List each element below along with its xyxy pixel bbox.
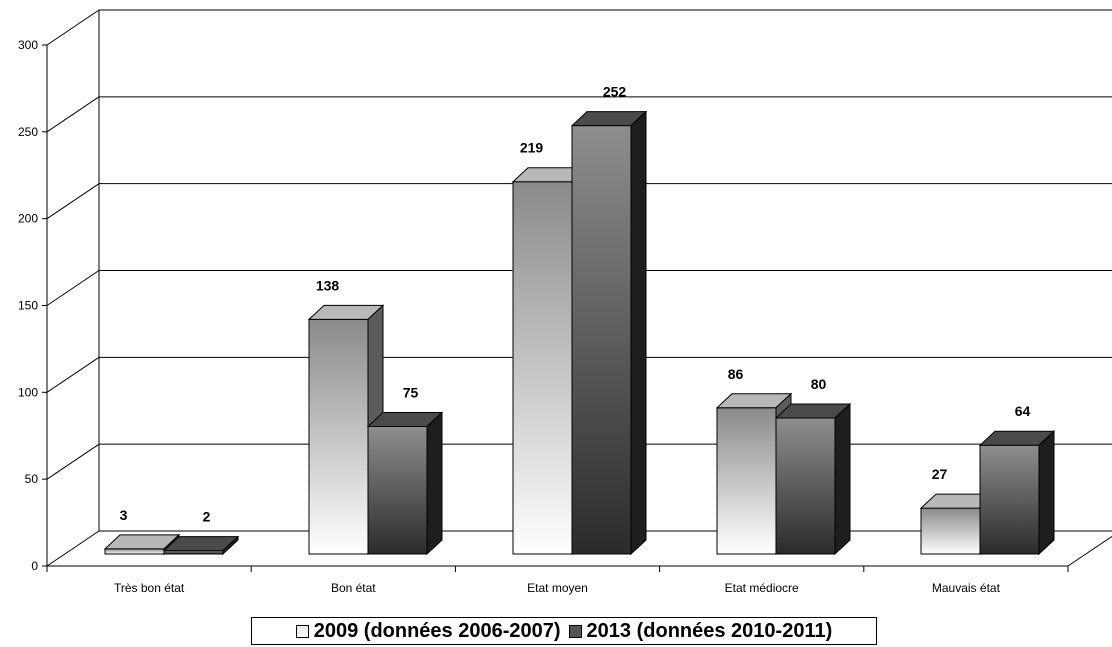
bar-front (308, 318, 369, 555)
data-label: 80 (811, 376, 827, 392)
y-tick-label: 100 (18, 385, 38, 399)
data-labels: 3 2 138 75 219 252 86 80 27 64 (120, 84, 1031, 525)
legend-item-series-1: 2013 (données 2010-2011) (568, 619, 833, 643)
y-tick-label: 50 (25, 472, 39, 486)
bar-front (571, 125, 632, 555)
legend-swatch-series-1 (568, 624, 582, 638)
y-tick-label: 250 (18, 125, 38, 139)
x-tick-label: Etat moyen (527, 581, 588, 595)
gridline-depth (46, 443, 100, 480)
y-tick-label: 300 (18, 38, 38, 52)
y-tick-label: 150 (18, 299, 38, 313)
legend-item-series-0: 2009 (données 2006-2007) (295, 619, 561, 643)
y-tick-label: 200 (18, 212, 38, 226)
gridline-depth (46, 530, 100, 567)
gridline-depth (46, 183, 100, 220)
legend-label-series-0: 2009 (données 2006-2007) (313, 619, 561, 642)
bar-front (512, 181, 573, 555)
bar-side (222, 535, 239, 556)
data-label: 64 (1015, 403, 1031, 419)
bar-side (1038, 430, 1055, 556)
bar (366, 411, 444, 556)
data-label: 138 (316, 277, 340, 293)
bars (103, 110, 1056, 556)
bar-front (775, 417, 836, 555)
bar-side (834, 402, 851, 556)
x-tick-label: Mauvais état (932, 581, 1001, 595)
bar (978, 430, 1056, 556)
bar-side (426, 411, 443, 556)
data-label: 3 (120, 507, 128, 523)
data-label: 86 (728, 366, 744, 382)
bar (774, 402, 852, 556)
x-tick-label: Bon état (331, 581, 376, 595)
data-label: 219 (520, 140, 544, 156)
legend-swatch-series-0 (295, 624, 309, 638)
bar (307, 304, 385, 556)
bar-side (630, 110, 647, 556)
bar (162, 535, 240, 556)
data-label: 27 (932, 466, 948, 482)
axes: 0 50 100 150 200 250 300 Très bon état Bon état E… (18, 10, 1112, 595)
bar-front (104, 548, 165, 555)
gridline-depth (46, 96, 100, 133)
bar-front (163, 550, 224, 555)
bar-front (979, 444, 1040, 555)
data-label: 252 (603, 84, 627, 100)
x-tick-label: Très bon état (114, 581, 185, 595)
bar-front (716, 407, 777, 555)
data-label: 75 (403, 385, 419, 401)
gridline-depth (46, 9, 100, 46)
legend: 2009 (données 2006-2007) 2013 (données 2… (251, 617, 877, 645)
y-tick-label: 0 (31, 559, 38, 573)
gridline-depth (46, 356, 100, 393)
gridline-depth (46, 270, 100, 306)
bar-chart: 0 50 100 150 200 250 300 Très bon état Bon état E… (18, 9, 1112, 595)
x-tick-label: Etat médiocre (725, 581, 799, 595)
bar (570, 110, 648, 556)
data-label: 2 (203, 509, 211, 525)
bar-front (920, 507, 981, 555)
legend-label-series-1: 2013 (données 2010-2011) (586, 619, 833, 642)
bar-front (367, 426, 428, 555)
